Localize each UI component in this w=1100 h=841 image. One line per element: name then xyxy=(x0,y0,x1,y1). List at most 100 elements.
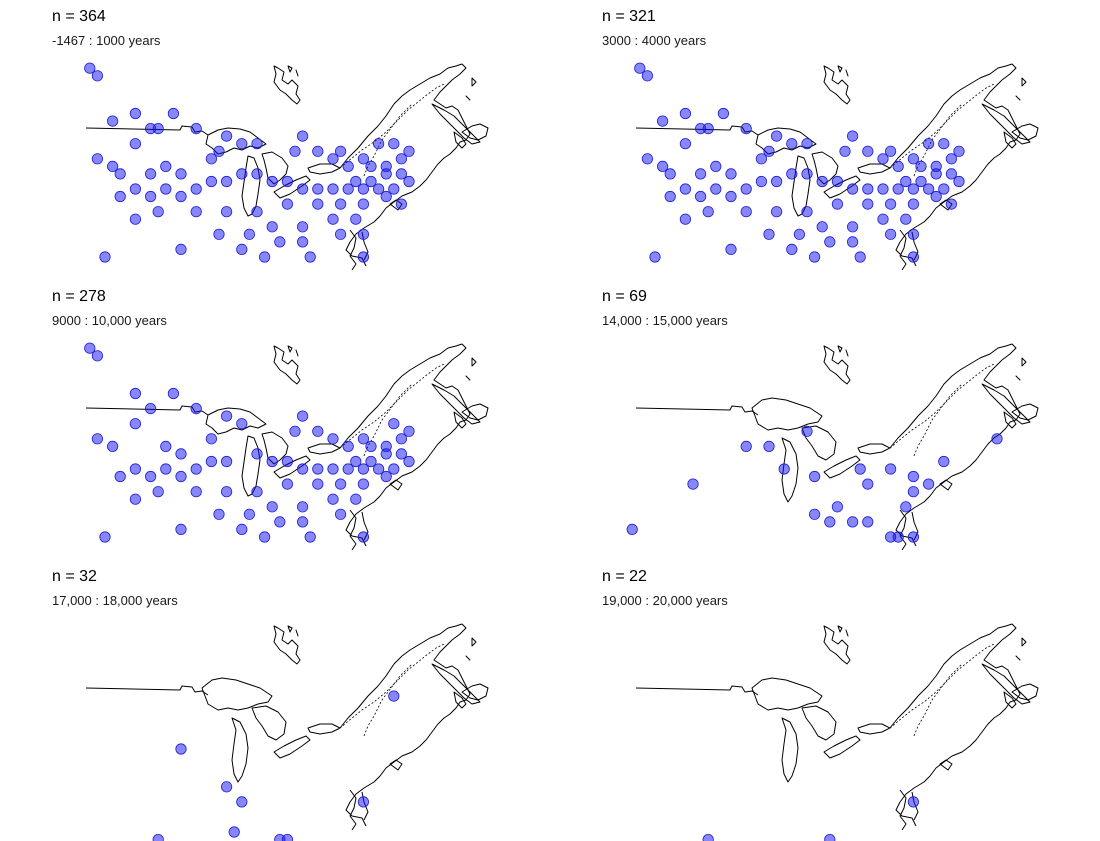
site-point xyxy=(297,130,309,142)
site-point xyxy=(395,448,407,460)
site-point xyxy=(357,463,369,475)
site-point xyxy=(312,183,324,195)
site-point xyxy=(388,463,400,475)
site-point xyxy=(634,62,646,74)
appalachian-outline xyxy=(913,383,963,457)
site-point xyxy=(213,508,225,520)
border-outline xyxy=(635,405,759,416)
site-point xyxy=(91,153,104,165)
site-point xyxy=(809,508,821,520)
site-point xyxy=(129,387,142,400)
site-point xyxy=(297,236,309,248)
nova-scotia-outline xyxy=(1011,683,1039,701)
site-point xyxy=(847,516,859,528)
site-point xyxy=(679,107,692,120)
site-point xyxy=(922,138,935,150)
site-point xyxy=(350,213,362,225)
site-point xyxy=(106,440,119,452)
site-point xyxy=(395,153,407,165)
site-point xyxy=(251,448,263,460)
site-point xyxy=(877,213,889,225)
site-point xyxy=(786,168,798,180)
site-point xyxy=(884,145,897,157)
nova-scotia-outline xyxy=(461,123,489,141)
site-point xyxy=(725,243,737,255)
site-point xyxy=(129,463,142,475)
site-point xyxy=(357,531,369,543)
map-panel: n = 278 9000 : 10,000 years xyxy=(52,288,522,558)
site-point xyxy=(342,440,354,452)
site-point xyxy=(771,130,783,142)
site-point xyxy=(945,198,957,210)
site-point xyxy=(930,168,942,180)
site-point xyxy=(129,213,142,225)
site-point xyxy=(251,138,263,150)
site-point xyxy=(160,183,172,195)
site-point xyxy=(357,228,369,240)
site-point xyxy=(801,206,813,218)
site-point xyxy=(175,470,187,483)
site-point xyxy=(884,463,897,475)
site-point xyxy=(702,123,714,135)
site-point xyxy=(175,523,187,535)
site-point xyxy=(259,531,271,543)
site-point xyxy=(824,516,836,528)
site-point xyxy=(892,183,904,195)
map-canvas xyxy=(84,62,489,271)
site-point xyxy=(365,440,377,452)
site-point xyxy=(312,198,324,210)
site-point xyxy=(274,236,286,248)
site-point xyxy=(862,145,874,157)
site-point xyxy=(365,175,377,188)
site-point xyxy=(907,183,919,195)
site-point xyxy=(297,463,309,475)
site-point xyxy=(824,834,836,841)
site-point xyxy=(190,486,202,498)
site-point xyxy=(281,198,293,210)
site-point xyxy=(702,206,714,218)
site-point xyxy=(297,183,309,195)
site-point xyxy=(190,463,202,475)
site-point xyxy=(938,138,950,150)
site-point xyxy=(907,796,919,808)
site-point xyxy=(854,251,866,263)
site-point xyxy=(953,145,965,157)
site-point xyxy=(304,531,316,543)
site-point xyxy=(801,138,813,150)
site-point xyxy=(945,168,957,180)
site-point xyxy=(679,183,692,195)
site-point xyxy=(304,251,316,263)
site-point xyxy=(357,153,369,165)
site-point xyxy=(205,455,217,468)
hudson-bay-outline xyxy=(823,345,851,385)
time-range-label: 19,000 : 20,000 years xyxy=(602,593,728,608)
site-point xyxy=(228,826,240,838)
site-point xyxy=(679,213,692,225)
site-point xyxy=(740,183,752,195)
site-point xyxy=(190,123,202,135)
site-point xyxy=(725,190,737,203)
lake-erie-outline xyxy=(823,455,861,479)
site-point xyxy=(991,433,1003,445)
site-point xyxy=(129,493,142,505)
site-point xyxy=(771,175,783,188)
site-point xyxy=(145,190,157,203)
lake-huron-outline xyxy=(261,431,289,465)
sample-count-label: n = 69 xyxy=(602,288,647,305)
lake-ontario-outline xyxy=(307,723,341,735)
site-point xyxy=(190,183,202,195)
site-point xyxy=(342,160,354,172)
map-panel: n = 364 -1467 : 1000 years xyxy=(52,8,522,278)
site-point xyxy=(175,243,187,255)
site-point xyxy=(281,175,293,188)
lake-erie-outline xyxy=(273,735,311,759)
site-point xyxy=(771,206,783,218)
site-point xyxy=(297,501,309,513)
border-outline xyxy=(635,685,759,696)
atlantic-coast-outline xyxy=(339,343,471,547)
site-point xyxy=(892,160,904,172)
site-point xyxy=(297,221,309,233)
site-point xyxy=(221,455,233,468)
site-point xyxy=(327,213,339,225)
site-point xyxy=(251,486,263,498)
